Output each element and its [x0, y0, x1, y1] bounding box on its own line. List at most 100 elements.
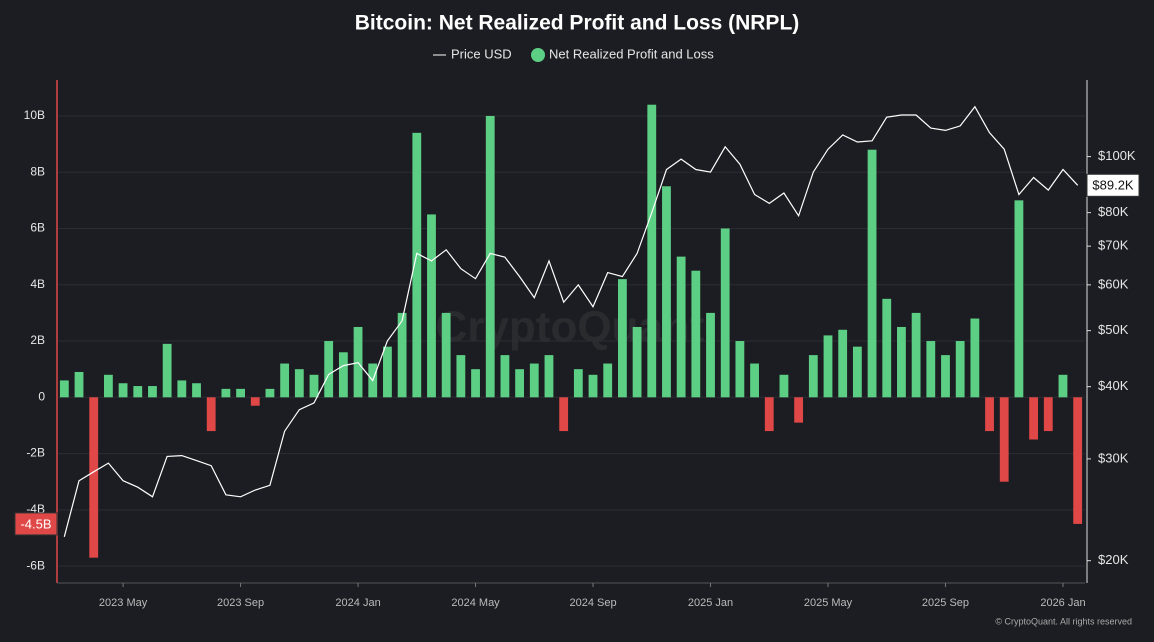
- y2-tick-label: $50K: [1098, 322, 1129, 337]
- bar: [867, 149, 877, 398]
- bar: [720, 228, 730, 398]
- bar: [177, 380, 187, 398]
- x-tick-label: 2023 May: [99, 597, 148, 609]
- bar: [970, 318, 980, 398]
- bar: [294, 369, 304, 398]
- bar: [808, 355, 818, 398]
- bar: [779, 374, 789, 398]
- x-tick-label: 2025 Sep: [922, 597, 969, 609]
- bar: [221, 388, 231, 398]
- bar: [573, 369, 583, 398]
- last-value-tag: [14, 512, 58, 536]
- last-value-tag: [1086, 173, 1140, 197]
- bar: [103, 374, 113, 398]
- bar: [691, 270, 701, 398]
- price-line: [63, 105, 1079, 537]
- bar: [89, 397, 99, 558]
- y2-tick-label: $80K: [1098, 204, 1129, 219]
- bar: [838, 329, 848, 398]
- legend-label: Net Realized Profit and Loss: [549, 46, 714, 61]
- bar: [309, 374, 319, 398]
- bar: [941, 355, 950, 398]
- bar: [1073, 397, 1083, 524]
- bar: [74, 371, 84, 398]
- bar: [250, 397, 260, 406]
- bar: [750, 363, 759, 398]
- bar: [441, 312, 451, 398]
- legend-label: Price USD: [451, 46, 512, 61]
- y2-tick-label: $100K: [1098, 148, 1136, 163]
- bar: [162, 343, 172, 398]
- bar: [59, 380, 69, 398]
- y-tick-label: 6B: [30, 221, 45, 235]
- bar: [559, 397, 569, 432]
- bar: [1058, 374, 1068, 398]
- x-tick-label: 2024 Jan: [335, 597, 380, 609]
- bar: [955, 341, 965, 398]
- bar: [338, 352, 348, 398]
- bar: [911, 312, 921, 398]
- legend-dot-icon: [531, 48, 545, 62]
- y2-tick-label: $30K: [1098, 450, 1129, 465]
- bar: [1029, 397, 1039, 440]
- bar: [706, 312, 715, 398]
- y2-tick-label: $70K: [1098, 238, 1129, 253]
- copyright: © CryptoQuant. All rights reserved: [995, 616, 1132, 626]
- bar: [456, 355, 466, 398]
- bar: [852, 346, 862, 398]
- bar: [265, 388, 275, 398]
- x-tick-label: 2023 Sep: [217, 597, 264, 609]
- bar: [397, 312, 407, 398]
- y-tick-label: 10B: [24, 108, 45, 122]
- y2-tick-label: $20K: [1098, 552, 1129, 567]
- x-tick-label: 2025 Jan: [688, 597, 733, 609]
- y-tick-label: -6B: [26, 558, 45, 572]
- bar: [192, 383, 201, 398]
- bar: [148, 386, 157, 398]
- bar: [897, 326, 906, 398]
- bar: [823, 335, 833, 398]
- bar: [324, 341, 334, 398]
- y-tick-label: 8B: [30, 164, 45, 178]
- bar: [427, 214, 436, 398]
- bar: [412, 132, 422, 398]
- bar: [485, 115, 495, 398]
- chart-title: Bitcoin: Net Realized Profit and Loss (N…: [355, 12, 800, 35]
- bar: [617, 279, 627, 398]
- bar: [764, 397, 774, 432]
- bar: [999, 397, 1009, 482]
- y-tick-label: -2B: [26, 446, 45, 460]
- bar: [676, 256, 686, 398]
- bar: [735, 341, 745, 398]
- y-tick-label: 2B: [30, 333, 45, 347]
- x-tick-label: 2026 Jan: [1040, 597, 1085, 609]
- bar: [632, 326, 642, 398]
- x-tick-label: 2024 Sep: [569, 597, 616, 609]
- bar: [500, 355, 510, 398]
- bar: [471, 369, 480, 398]
- x-tick-label: 2024 May: [451, 597, 500, 609]
- bar: [647, 104, 657, 398]
- bar: [280, 363, 290, 398]
- y-tick-label: 0: [38, 389, 45, 403]
- y2-tick-label: $40K: [1098, 378, 1129, 393]
- bar: [133, 386, 143, 398]
- bar: [118, 383, 128, 398]
- bar: [383, 346, 392, 398]
- bar: [794, 397, 804, 423]
- bar: [1014, 200, 1024, 398]
- bar: [603, 363, 613, 398]
- y-tick-label: 4B: [30, 277, 45, 291]
- bar: [882, 298, 892, 398]
- bar: [544, 355, 554, 398]
- bar: [515, 369, 525, 398]
- last-value-label: -4.5B: [20, 516, 51, 531]
- bar: [1043, 397, 1053, 432]
- bar: [985, 397, 994, 432]
- bar: [588, 374, 598, 398]
- bar: [662, 186, 671, 398]
- bar: [236, 388, 245, 398]
